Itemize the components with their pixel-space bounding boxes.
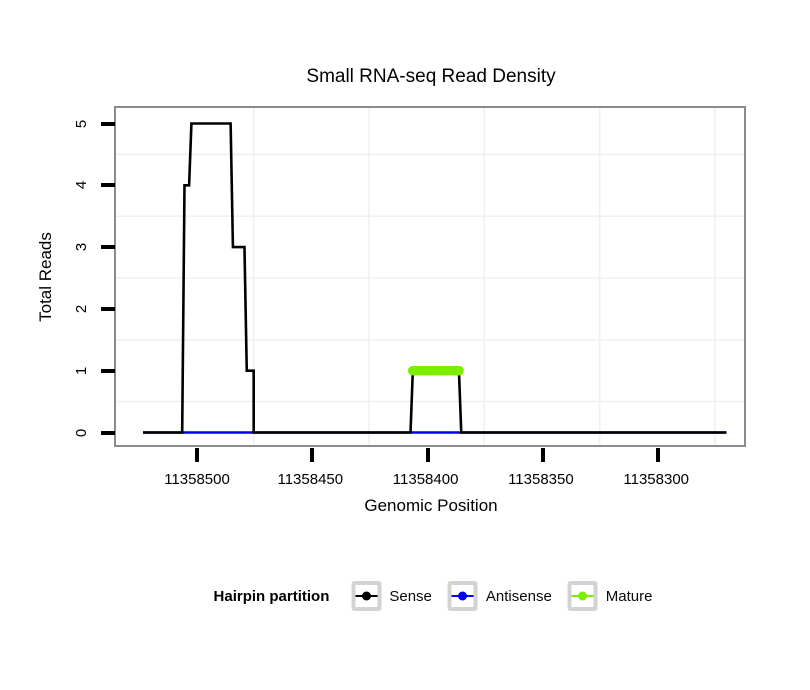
series-mature-point [454,365,464,376]
legend-item-label: Mature [605,587,653,605]
y-axis-tick-label: 0 [73,428,90,437]
legend-item-mature: Mature [567,581,653,611]
x-axis-tick [195,448,199,462]
x-axis-tick [425,448,430,462]
x-axis-tick-label: 11358500 [164,471,230,488]
chart-title: Small RNA-seq Read Density [306,66,556,87]
legend-key-box [351,581,382,611]
y-axis-tick-label: 1 [73,366,90,375]
plot-panel [114,105,746,447]
x-axis-title: Genomic Position [364,496,498,515]
y-axis-tick-label: 2 [73,304,90,314]
y-axis-tick-label: 5 [73,119,90,128]
y-axis-tick [100,306,115,311]
legend-title: Hairpin partition [213,587,330,605]
x-axis-tick-label: 11358400 [392,471,459,488]
y-axis-tick [100,368,115,373]
y-axis-tick [100,183,115,188]
legend-key-box [567,581,598,611]
legend: Hairpin partition Sense Antisense Mature [213,581,653,611]
y-axis-title: Total Reads [36,232,55,322]
x-axis-tick [540,448,545,462]
legend-item-label: Sense [389,587,432,605]
plot-area-svg [116,107,744,445]
y-axis-tick [100,430,115,435]
x-axis-tick-label: 11358450 [277,471,344,488]
y-axis-tick [100,121,115,126]
legend-key-box [447,581,478,611]
y-axis-tick-label: 3 [73,242,90,252]
antisense-point-icon [458,591,468,601]
x-axis-tick [310,448,315,462]
mature-point-icon [578,591,588,601]
y-axis-tick [100,245,115,250]
x-axis-tick-label: 11358300 [623,471,689,488]
x-axis-tick-label: 11358350 [508,471,574,488]
y-axis-tick-label: 4 [73,181,90,190]
legend-item-sense: Sense [351,581,432,611]
legend-item-label: Antisense [485,587,552,605]
sense-point-icon [361,591,371,601]
legend-item-antisense: Antisense [447,581,552,611]
x-axis-tick [656,448,661,462]
